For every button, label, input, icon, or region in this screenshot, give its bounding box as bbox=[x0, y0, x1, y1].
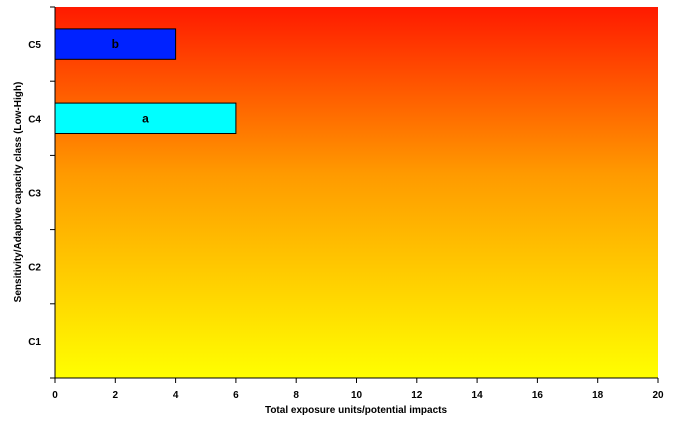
bars: ab bbox=[54, 28, 237, 135]
x-tick-label: 8 bbox=[293, 390, 299, 401]
x-tick-label: 16 bbox=[532, 390, 544, 401]
bar-b bbox=[54, 28, 177, 60]
bar-a bbox=[54, 102, 237, 135]
x-tick-label: 10 bbox=[351, 390, 363, 401]
x-tick-label: 6 bbox=[233, 390, 239, 401]
x-tick-label: 2 bbox=[113, 390, 119, 401]
y-tick-label: C5 bbox=[28, 40, 41, 51]
y-tick-label: C2 bbox=[28, 263, 41, 274]
x-tick-label: 14 bbox=[472, 390, 484, 401]
x-tick-label: 20 bbox=[652, 390, 664, 401]
x-axis-title: Total exposure units/potential impacts bbox=[265, 405, 448, 416]
bar-label-b: b bbox=[112, 37, 119, 51]
y-tick-label: C4 bbox=[28, 114, 41, 125]
x-tick-label: 12 bbox=[411, 390, 423, 401]
plot-area bbox=[55, 7, 658, 378]
x-tick-label: 0 bbox=[52, 390, 58, 401]
tick-labels: 0 2 4 6 8 10 12 14 16 18 20 C1 C2 C3 C4 C5 bbox=[28, 40, 664, 401]
bar-label-a: a bbox=[142, 111, 149, 125]
axes bbox=[50, 6, 659, 383]
x-tick-label: 18 bbox=[592, 390, 604, 401]
y-axis-title: Sensitivity/Adaptive capacity class (Low… bbox=[13, 82, 24, 303]
x-tick-label: 4 bbox=[173, 390, 179, 401]
y-tick-label: C3 bbox=[28, 189, 41, 200]
y-tick-label: C1 bbox=[28, 337, 41, 348]
